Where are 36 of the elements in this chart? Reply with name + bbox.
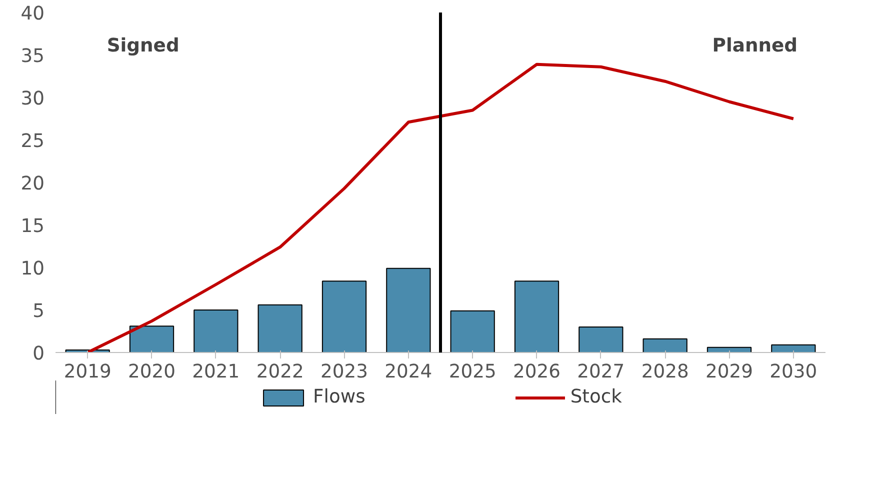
x-tick-label: 2027 xyxy=(577,362,625,382)
y-tick-label: 35 xyxy=(20,46,45,67)
x-tick-label: 2020 xyxy=(128,362,176,382)
legend-label: Stock xyxy=(570,386,622,408)
y-tick-label: 40 xyxy=(20,4,45,24)
y-tick-label: 5 xyxy=(32,301,45,322)
line-series xyxy=(86,62,795,352)
legend-label: Flows xyxy=(313,386,366,408)
x-tick-label: 2029 xyxy=(706,362,753,382)
bar xyxy=(129,326,174,352)
x-tick-label: 2023 xyxy=(320,362,368,382)
x-tick-label: 2019 xyxy=(64,362,112,382)
x-tick-label: 2025 xyxy=(448,362,496,382)
bar xyxy=(386,268,431,352)
x-tick-label: 2024 xyxy=(384,362,432,382)
x-tick-label: 2028 xyxy=(641,362,689,382)
y-tick-label: 25 xyxy=(20,131,45,152)
bar xyxy=(771,344,816,352)
y-tick-label: 20 xyxy=(20,174,45,194)
bar xyxy=(578,326,624,352)
bar xyxy=(322,280,367,352)
x-tick-label: 2030 xyxy=(770,362,818,382)
bar xyxy=(450,310,495,352)
bar xyxy=(194,310,238,352)
annotation: Planned xyxy=(712,36,798,57)
x-tick-label: 2021 xyxy=(192,362,240,382)
bar xyxy=(514,280,560,352)
x-tick-label: 2026 xyxy=(513,362,560,382)
y-tick-label: 30 xyxy=(20,88,45,110)
x-tick-label: 2022 xyxy=(256,362,304,382)
bar xyxy=(258,304,302,352)
annotation: Signed xyxy=(106,36,180,57)
y-tick-label: 10 xyxy=(20,258,45,280)
y-tick-label: 15 xyxy=(20,216,45,237)
bar xyxy=(642,338,688,352)
y-tick-label: 0 xyxy=(32,344,45,364)
